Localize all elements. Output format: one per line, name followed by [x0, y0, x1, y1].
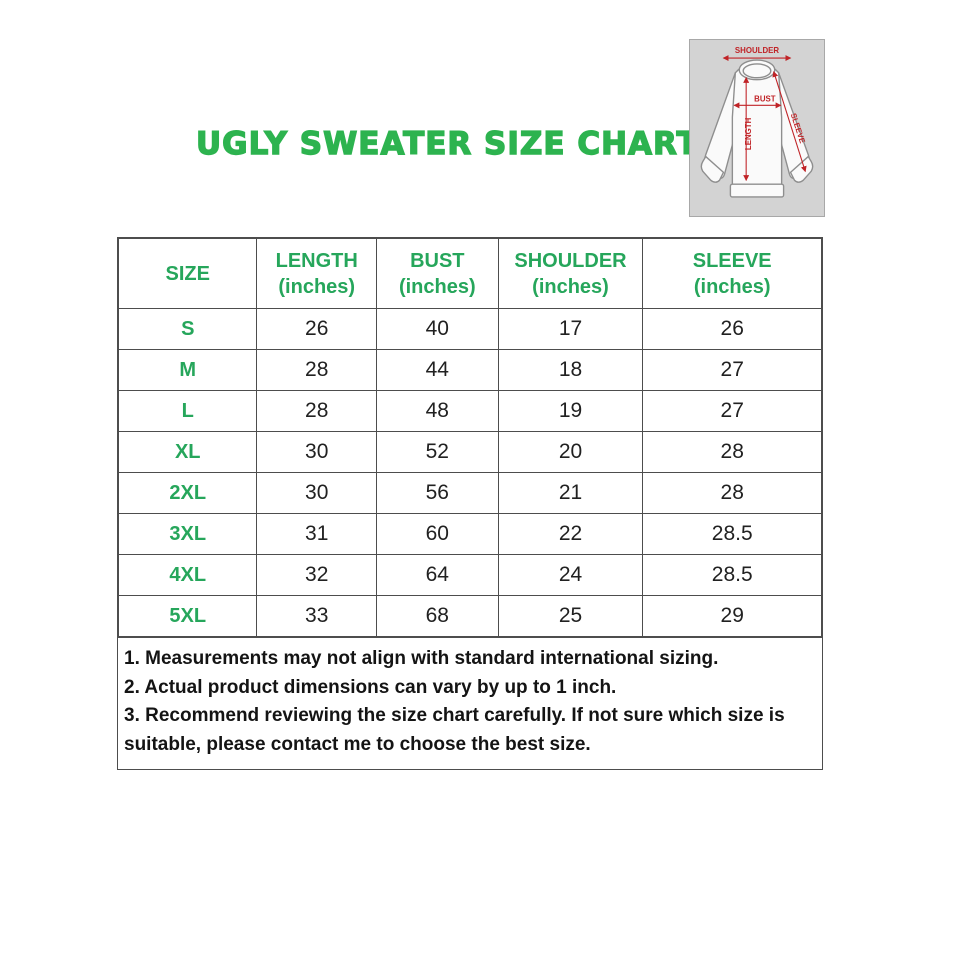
header-size: SIZE [117, 238, 258, 309]
sleeve-measure-arrow [772, 70, 807, 173]
left-cuff-shape [700, 155, 725, 183]
header-sleeve: SLEEVE (inches) [642, 238, 822, 309]
sweater-outline-icon: SHOULDER BUST LENGTH SLEEVE [700, 46, 814, 198]
torso-shape [731, 63, 783, 185]
shoulder-cell: 20 [497, 431, 644, 473]
header-shoulder: SHOULDER (inches) [497, 238, 644, 309]
size-cell: S [117, 308, 258, 350]
shoulder-cell: 24 [497, 554, 644, 596]
shoulder-cell: 18 [497, 349, 644, 391]
size-row-s: S 26 40 17 26 [117, 308, 822, 350]
length-cell: 32 [256, 554, 377, 596]
shoulder-cell: 17 [497, 308, 644, 350]
size-cell: 2XL [117, 472, 258, 514]
bust-label: BUST [754, 94, 776, 103]
size-row-2xl: 2XL 30 56 21 28 [117, 472, 822, 514]
length-cell: 26 [256, 308, 377, 350]
sleeve-cell: 28.5 [642, 554, 822, 596]
shoulder-label: SHOULDER [735, 46, 780, 55]
shoulder-cell: 21 [497, 472, 644, 514]
bust-cell: 52 [375, 431, 499, 473]
sleeve-cell: 28.5 [642, 513, 822, 555]
size-row-3xl: 3XL 31 60 22 28.5 [117, 513, 822, 555]
bust-cell: 40 [375, 308, 499, 350]
bust-cell: 68 [375, 595, 499, 637]
size-cell: XL [117, 431, 258, 473]
size-row-l: L 28 48 19 27 [117, 390, 822, 432]
header-row: SIZE LENGTH (inches) BUST (inches) SHOULDE… [117, 238, 822, 309]
bust-cell: 64 [375, 554, 499, 596]
length-cell: 28 [256, 349, 377, 391]
bust-cell: 56 [375, 472, 499, 514]
header-bust: BUST (inches) [375, 238, 499, 309]
length-cell: 30 [256, 431, 377, 473]
size-chart-sheet: SIZE LENGTH (inches) BUST (inches) SHOULDE… [117, 237, 823, 770]
shoulder-cell: 25 [497, 595, 644, 637]
size-row-5xl: 5XL 33 68 25 29 [117, 595, 822, 637]
sleeve-cell: 29 [642, 595, 822, 637]
length-label: LENGTH [744, 117, 753, 150]
size-row-4xl: 4XL 32 64 24 28.5 [117, 554, 822, 596]
notes-box: 1. Measurements may not align with stand… [118, 637, 822, 769]
note-line-2: 2. Actual product dimensions can vary by… [124, 676, 617, 698]
size-cell: 5XL [117, 595, 258, 637]
note-line-1: 1. Measurements may not align with stand… [124, 648, 719, 669]
hem-band-shape [729, 183, 785, 198]
length-cell: 28 [256, 390, 377, 432]
size-cell: 4XL [117, 554, 258, 596]
note-line-3: 3. Recommend reviewing the size chart ca… [124, 705, 785, 755]
collar-inner-shape [742, 63, 772, 79]
sleeve-cell: 26 [642, 308, 822, 350]
page-title: UGLY SWEATER SIZE CHART [195, 125, 699, 162]
shoulder-cell: 19 [497, 390, 644, 432]
size-row-xl: XL 30 52 20 28 [117, 431, 822, 473]
size-table: SIZE LENGTH (inches) BUST (inches) SHOULDE… [117, 238, 822, 637]
sleeve-cell: 27 [642, 349, 822, 391]
bust-cell: 44 [375, 349, 499, 391]
size-cell: M [117, 349, 258, 391]
size-row-m: M 28 44 18 27 [117, 349, 822, 391]
sleeve-cell: 27 [642, 390, 822, 432]
length-cell: 30 [256, 472, 377, 514]
sleeve-cell: 28 [642, 472, 822, 514]
bust-cell: 48 [375, 390, 499, 432]
shoulder-cell: 22 [497, 513, 644, 555]
size-cell: L [117, 390, 258, 432]
length-cell: 31 [256, 513, 377, 555]
length-cell: 33 [256, 595, 377, 637]
size-cell: 3XL [117, 513, 258, 555]
sweater-measurement-diagram: SHOULDER BUST LENGTH SLEEVE [689, 39, 825, 217]
sleeve-cell: 28 [642, 431, 822, 473]
header-length: LENGTH (inches) [256, 238, 377, 309]
bust-cell: 60 [375, 513, 499, 555]
